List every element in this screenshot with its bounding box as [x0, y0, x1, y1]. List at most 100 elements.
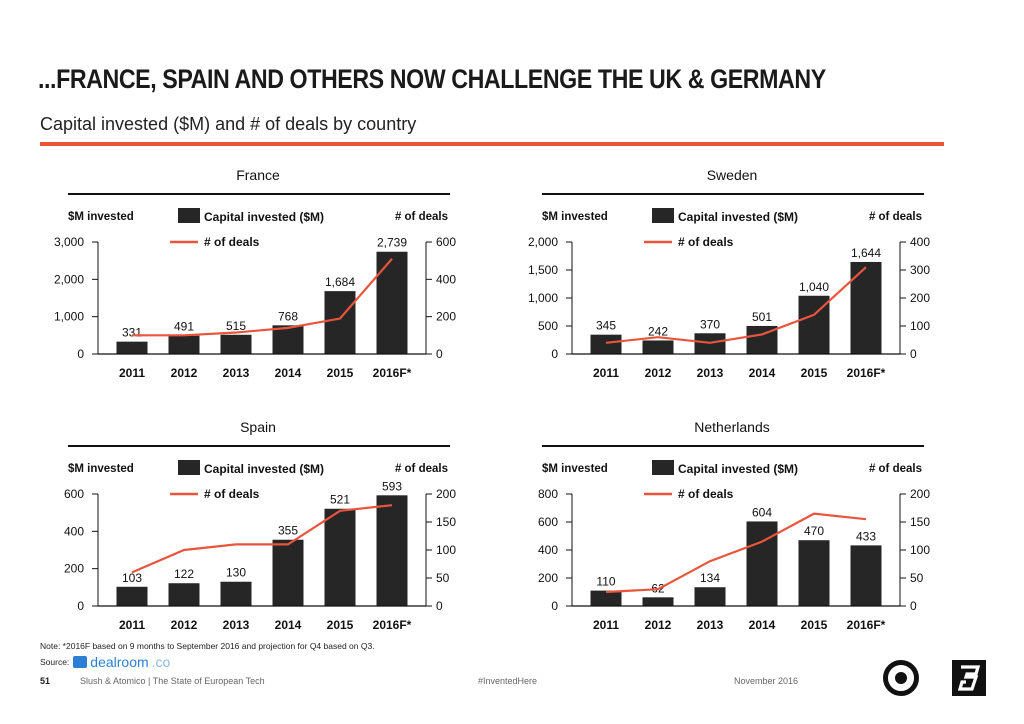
x-tick-label: 2016F* [847, 366, 886, 380]
chart-sweden: Sweden $M invested # of deals Capital inves… [528, 167, 930, 380]
left-tick-label: 600 [538, 515, 558, 529]
chart-title-rule [542, 445, 924, 447]
left-tick-label: 0 [551, 347, 558, 361]
bar [642, 340, 674, 354]
data-label: 110 [596, 575, 615, 589]
right-tick-label: 150 [436, 515, 456, 529]
data-label: 470 [804, 524, 824, 538]
x-tick-label: 2011 [119, 366, 145, 380]
chart-title-rule [68, 193, 450, 195]
x-tick-label: 2015 [801, 366, 828, 380]
atomico-logo-icon [952, 660, 986, 696]
x-tick-label: 2012 [171, 618, 198, 632]
chart-title-rule [68, 445, 450, 447]
data-label: 103 [122, 571, 142, 585]
deals-line [605, 266, 867, 344]
bar [376, 495, 408, 606]
data-label: 134 [700, 571, 720, 585]
accent-rule [40, 142, 944, 146]
legend-bar-swatch [652, 460, 674, 475]
data-label: 130 [226, 566, 246, 580]
legend-line-label: # of deals [204, 235, 260, 249]
report-date: November 2016 [734, 676, 799, 686]
bar [590, 334, 622, 354]
page-title: ...FRANCE, SPAIN AND OTHERS NOW CHALLENG… [38, 64, 826, 94]
bar [272, 325, 304, 354]
publisher-line: Slush & Atomico | The State of European … [80, 676, 265, 686]
right-tick-label: 200 [436, 310, 456, 324]
left-tick-label: 400 [64, 524, 84, 538]
legend-bar-swatch [652, 208, 674, 223]
data-label: 370 [700, 317, 720, 331]
page-number: 51 [40, 676, 51, 686]
bar [850, 545, 882, 606]
right-axis-label: # of deals [395, 211, 448, 223]
chart-france: France $M invested # of deals Capital inves… [54, 167, 456, 380]
left-tick-label: 0 [77, 347, 84, 361]
dealroom-suffix: .co [151, 654, 171, 670]
right-tick-label: 100 [910, 319, 930, 333]
x-tick-label: 2014 [749, 366, 776, 380]
bar [590, 590, 622, 606]
left-axis-label: $M invested [542, 211, 608, 223]
legend-bar-swatch [178, 208, 200, 223]
left-tick-label: 0 [551, 599, 558, 613]
data-label: 1,644 [851, 246, 881, 260]
x-tick-label: 2011 [593, 618, 619, 632]
data-label: 345 [596, 319, 616, 333]
chart-title: Sweden [707, 167, 758, 183]
x-tick-label: 2015 [801, 618, 828, 632]
left-tick-label: 400 [538, 543, 558, 557]
page-subtitle: Capital invested ($M) and # of deals by … [40, 114, 417, 134]
legend-line-label: # of deals [678, 235, 734, 249]
bar [642, 597, 674, 606]
left-tick-label: 1,500 [528, 263, 558, 277]
bar [168, 583, 200, 606]
left-tick-label: 600 [64, 487, 84, 501]
chart-netherlands: Netherlands $M invested # of deals Capital … [538, 419, 930, 632]
data-label: 768 [278, 309, 298, 323]
bar [376, 251, 408, 354]
x-tick-label: 2011 [119, 618, 145, 632]
chart-spain: Spain $M invested # of deals Capital invest… [64, 419, 456, 632]
right-tick-label: 400 [910, 235, 930, 249]
right-tick-label: 600 [436, 235, 456, 249]
right-axis-label: # of deals [869, 463, 922, 475]
left-tick-label: 500 [538, 319, 558, 333]
x-tick-label: 2016F* [373, 366, 412, 380]
x-tick-label: 2014 [275, 618, 302, 632]
right-tick-label: 0 [910, 347, 917, 361]
bar [272, 539, 304, 606]
dealroom-logo[interactable]: dealroom .co [73, 654, 170, 670]
left-tick-label: 200 [64, 562, 84, 576]
left-tick-label: 1,000 [528, 291, 558, 305]
legend-bar-label: Capital invested ($M) [204, 210, 324, 224]
data-label: 331 [122, 326, 142, 340]
dealroom-name: dealroom [90, 654, 149, 670]
data-label: 501 [752, 310, 772, 324]
bar [220, 334, 252, 354]
x-tick-label: 2015 [327, 618, 354, 632]
right-tick-label: 0 [910, 599, 917, 613]
source-label: Source: [40, 657, 70, 667]
hashtag: #InventedHere [478, 676, 538, 686]
chart-title: Spain [240, 419, 276, 435]
bar [746, 521, 778, 606]
right-tick-label: 50 [910, 571, 924, 585]
legend-line-label: # of deals [678, 487, 734, 501]
left-tick-label: 200 [538, 571, 558, 585]
right-tick-label: 300 [910, 263, 930, 277]
x-tick-label: 2014 [275, 366, 302, 380]
right-tick-label: 200 [910, 291, 930, 305]
data-label: 1,040 [799, 280, 829, 294]
x-tick-label: 2013 [223, 366, 250, 380]
data-label: 593 [382, 479, 402, 493]
legend-bar-swatch [178, 460, 200, 475]
bar [324, 508, 356, 606]
bar [220, 581, 252, 606]
data-label: 521 [330, 493, 350, 507]
x-tick-label: 2013 [697, 618, 724, 632]
left-axis-label: $M invested [542, 463, 608, 475]
chart-title: Netherlands [694, 419, 770, 435]
data-label: 1,684 [325, 275, 355, 289]
